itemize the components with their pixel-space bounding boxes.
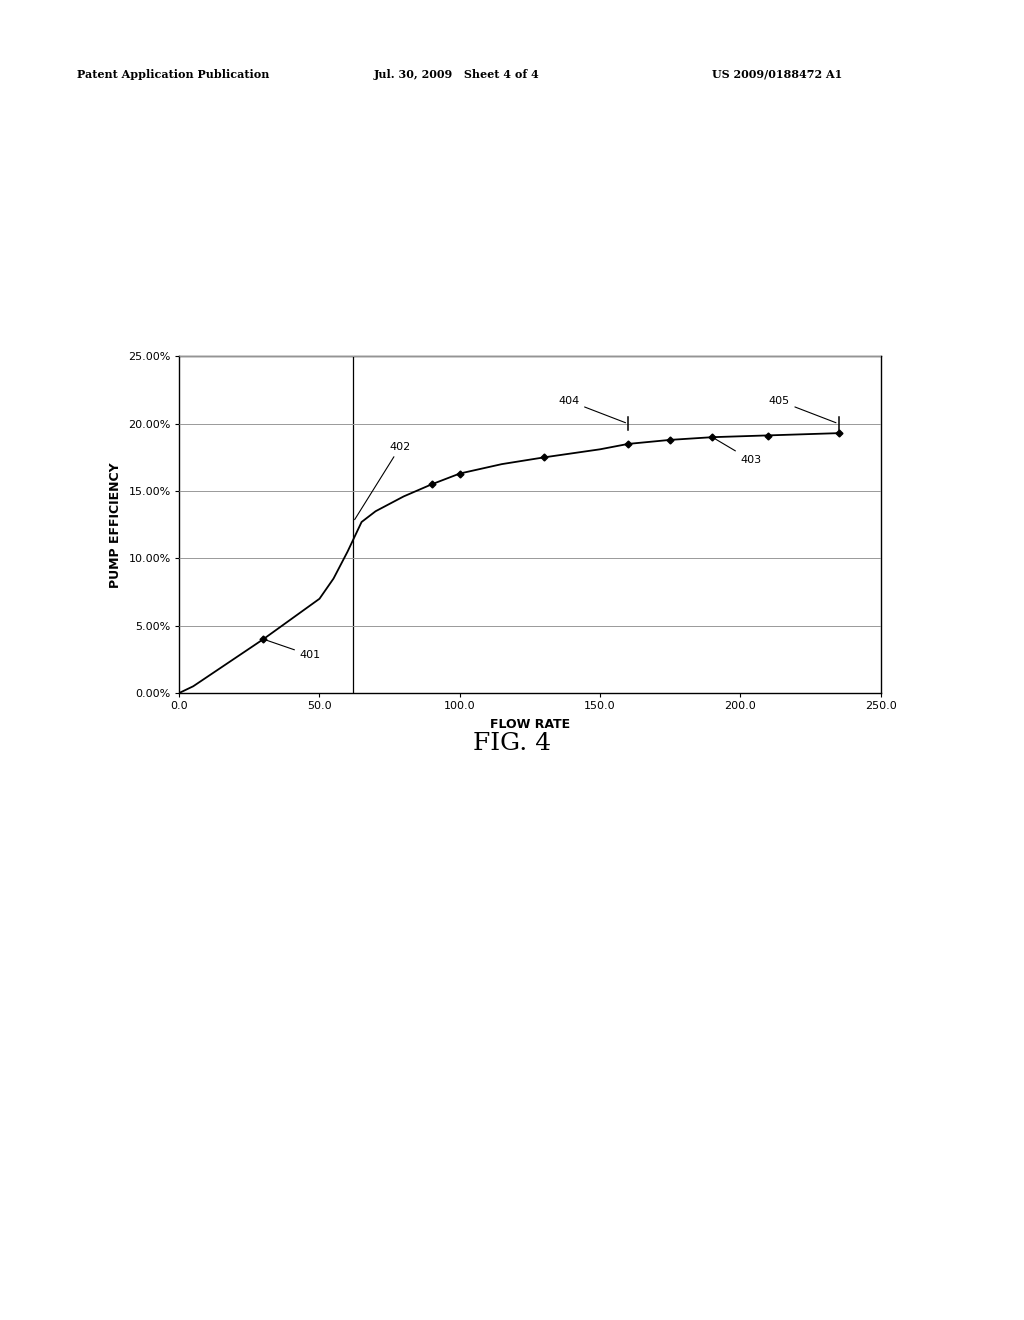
Text: 404: 404 xyxy=(558,396,626,422)
X-axis label: FLOW RATE: FLOW RATE xyxy=(489,718,570,731)
Y-axis label: PUMP EFFICIENCY: PUMP EFFICIENCY xyxy=(109,462,122,587)
Text: 401: 401 xyxy=(266,640,321,660)
Text: 402: 402 xyxy=(354,442,411,520)
Text: US 2009/0188472 A1: US 2009/0188472 A1 xyxy=(712,69,842,79)
Text: 405: 405 xyxy=(768,396,836,422)
Text: Patent Application Publication: Patent Application Publication xyxy=(77,69,269,79)
Text: 403: 403 xyxy=(715,438,762,465)
Text: FIG. 4: FIG. 4 xyxy=(473,731,551,755)
Text: Jul. 30, 2009   Sheet 4 of 4: Jul. 30, 2009 Sheet 4 of 4 xyxy=(374,69,540,79)
